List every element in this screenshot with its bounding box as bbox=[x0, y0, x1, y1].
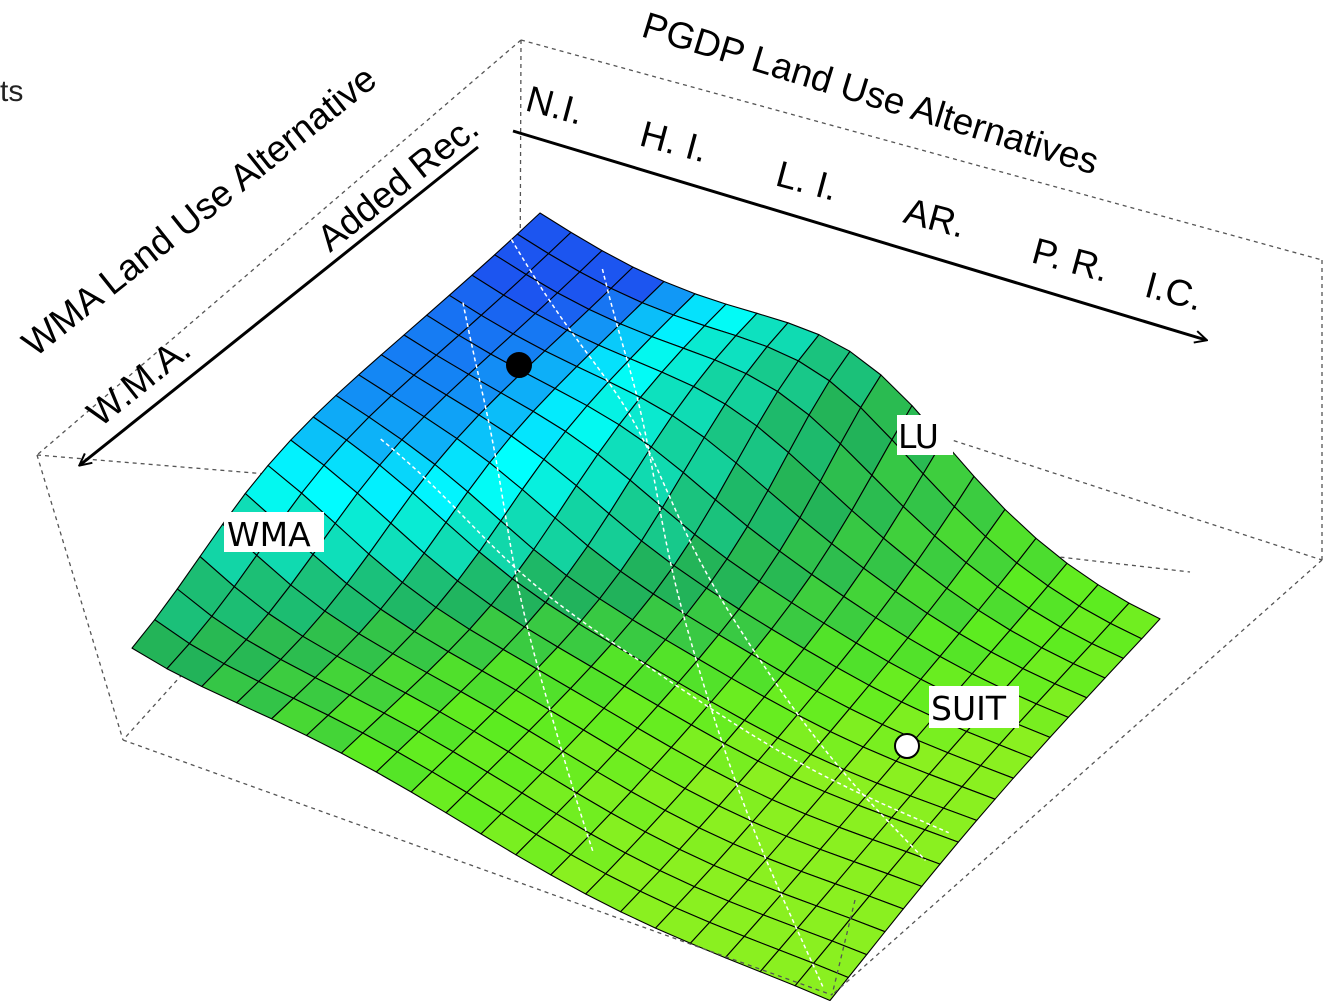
x-tick-label: L. I. bbox=[772, 153, 842, 209]
box-edge bbox=[122, 739, 833, 996]
box-edge bbox=[36, 454, 124, 741]
box-edge bbox=[520, 39, 1323, 261]
contour-line bbox=[601, 268, 824, 987]
box-edge bbox=[831, 559, 1323, 996]
contour-label-bg bbox=[897, 415, 953, 455]
contour-line bbox=[462, 302, 595, 854]
x-axis-arrow bbox=[512, 129, 1206, 340]
contour-label-bg bbox=[224, 512, 324, 552]
contour-lines bbox=[380, 239, 950, 987]
optimum-marker bbox=[506, 352, 532, 378]
x-tick-label: P. R. bbox=[1028, 230, 1113, 290]
x-tick-label: H. I. bbox=[636, 113, 712, 170]
clipped-label: ts bbox=[0, 75, 23, 108]
contour-line bbox=[510, 239, 927, 861]
box-edge bbox=[36, 39, 522, 456]
y-tick-label: Added Rec. bbox=[309, 107, 486, 260]
suit-marker bbox=[894, 733, 920, 759]
x-tick-label: AR. bbox=[900, 190, 970, 246]
contour-label-lu: LU bbox=[898, 417, 939, 456]
x-tick-label: I.C. bbox=[1141, 264, 1207, 319]
contour-label-wma: WMA bbox=[227, 515, 311, 554]
surface-mesh bbox=[131, 212, 1161, 1001]
marker-label-bg bbox=[929, 686, 1019, 728]
contour-line bbox=[380, 438, 950, 834]
bounding-box-front bbox=[122, 260, 1323, 996]
box-edge bbox=[831, 899, 856, 996]
x-tick-label: N.I. bbox=[522, 78, 588, 133]
marker-label-suit: SUIT bbox=[931, 689, 1007, 728]
x-axis-title: PGDP Land Use Alternatives bbox=[638, 4, 1104, 182]
y-axis-arrow bbox=[80, 145, 479, 465]
